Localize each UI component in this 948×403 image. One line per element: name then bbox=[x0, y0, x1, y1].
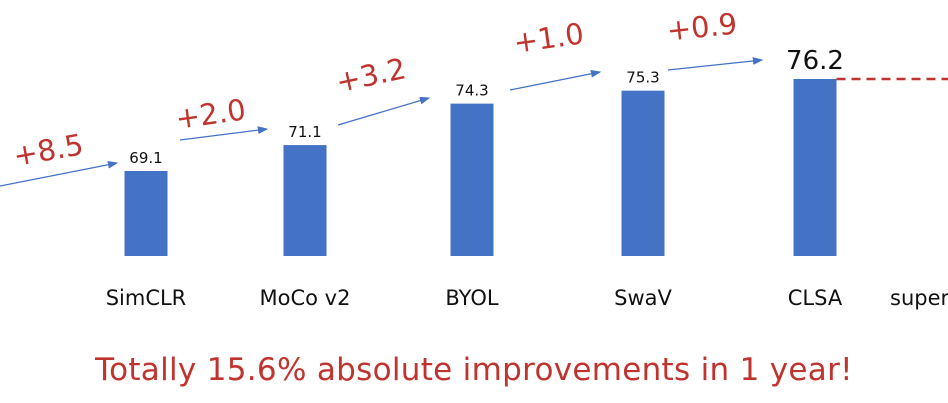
improvement-label-2: +3.2 bbox=[333, 51, 409, 99]
bar-2 bbox=[283, 145, 327, 256]
category-label-2: MoCo v2 bbox=[260, 286, 351, 310]
improvement-arrow-3 bbox=[509, 69, 602, 91]
improvement-arrow-0 bbox=[0, 160, 119, 187]
value-label-4: 75.3 bbox=[626, 69, 659, 87]
bar-4 bbox=[621, 90, 665, 256]
improvement-label-4: +0.9 bbox=[665, 6, 739, 47]
value-label-2: 71.1 bbox=[288, 123, 321, 141]
improvement-arrow-1 bbox=[179, 126, 269, 141]
improvement-label-3: +1.0 bbox=[511, 16, 585, 59]
value-label-1: 69.1 bbox=[129, 149, 162, 167]
bar-3 bbox=[450, 103, 494, 256]
bar-5 bbox=[793, 79, 837, 256]
category-label-6: super bbox=[890, 286, 948, 310]
category-label-3: BYOL bbox=[445, 286, 498, 310]
bar-1 bbox=[124, 171, 168, 256]
improvement-arrow-2 bbox=[337, 96, 431, 126]
category-label-4: SwaV bbox=[614, 286, 672, 310]
improvement-label-0: +8.5 bbox=[11, 127, 86, 173]
improvement-arrow-4 bbox=[667, 57, 764, 71]
category-label-5: CLSA bbox=[788, 286, 843, 310]
category-label-1: SimCLR bbox=[106, 286, 187, 310]
summary-caption: Totally 15.6% absolute improvements in 1… bbox=[95, 352, 853, 388]
value-label-3: 74.3 bbox=[455, 82, 488, 100]
improvement-label-1: +2.0 bbox=[173, 92, 247, 135]
value-label-5: 76.2 bbox=[786, 46, 844, 76]
